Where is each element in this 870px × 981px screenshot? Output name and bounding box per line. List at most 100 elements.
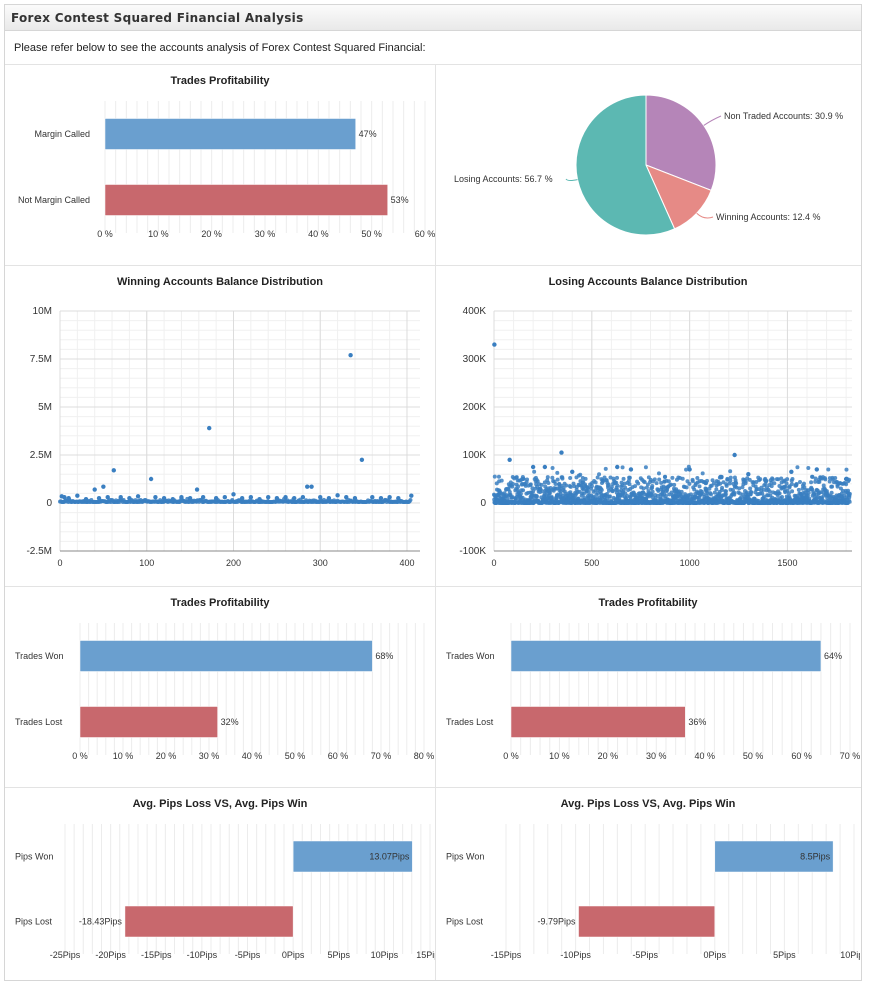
- data-point: [687, 481, 692, 486]
- x-tick-label: 1500: [777, 558, 797, 568]
- data-point: [492, 474, 497, 479]
- data-point: [531, 489, 536, 494]
- data-point: [728, 478, 733, 483]
- data-point: [820, 496, 825, 501]
- data-point: [153, 495, 158, 500]
- x-tick-label: 15Pips: [416, 950, 435, 960]
- data-point: [335, 493, 340, 498]
- data-point: [843, 476, 849, 482]
- data-point: [814, 467, 819, 472]
- data-point: [718, 481, 723, 486]
- data-point: [593, 488, 598, 493]
- panel-title: Forex Contest Squared Financial Analysis: [5, 5, 861, 31]
- data-point: [644, 485, 649, 490]
- data-point: [797, 479, 802, 484]
- data-point: [305, 484, 310, 489]
- data-point: [559, 450, 564, 455]
- x-tick-label: 20 %: [156, 751, 177, 761]
- data-point: [805, 493, 810, 498]
- data-point: [705, 478, 710, 483]
- data-point: [607, 494, 612, 499]
- data-label: 47%: [359, 129, 377, 139]
- data-point: [737, 486, 742, 491]
- data-point: [528, 482, 533, 487]
- data-point: [847, 499, 852, 504]
- data-point: [194, 487, 200, 492]
- y-tick-label: 0: [46, 498, 52, 509]
- x-tick-label: 0: [57, 558, 62, 568]
- data-point: [656, 488, 661, 493]
- data-point: [292, 496, 297, 501]
- x-tick-label: 10 %: [549, 751, 570, 761]
- data-point: [779, 494, 784, 499]
- data-point: [789, 469, 794, 474]
- data-point: [300, 495, 306, 500]
- data-point: [409, 493, 414, 498]
- y-tick-label: 0: [480, 498, 486, 509]
- bar: [578, 905, 716, 938]
- data-point: [670, 475, 675, 480]
- data-point: [135, 494, 141, 499]
- data-point: [796, 487, 801, 492]
- data-point: [589, 484, 594, 489]
- chart-cell-pips-2: Avg. Pips Loss VS, Avg. Pips Win -15Pips -…: [436, 788, 861, 980]
- y-tick-label: 2.5M: [30, 450, 52, 461]
- bar: [124, 905, 294, 938]
- category-label: Pips Won: [15, 852, 53, 862]
- data-point: [641, 486, 646, 491]
- losing-balance-chart: Losing Accounts Balance Distribution 0 500…: [459, 276, 852, 568]
- x-tick-label: 100: [139, 558, 154, 568]
- data-point: [813, 476, 818, 481]
- data-point: [758, 477, 763, 482]
- x-tick-label: 70 %: [840, 751, 860, 761]
- chart-title: Losing Accounts Balance Distribution: [549, 276, 748, 288]
- data-point: [265, 495, 271, 500]
- data-point: [813, 479, 818, 484]
- data-label: -9.79Pips: [537, 917, 576, 927]
- data-point: [283, 495, 288, 500]
- data-point: [603, 466, 608, 471]
- data-point: [743, 479, 748, 484]
- data-point: [732, 492, 737, 497]
- data-point: [764, 478, 769, 483]
- x-tick-label: 1000: [680, 558, 700, 568]
- data-point: [770, 477, 775, 482]
- chart-title: Avg. Pips Loss VS, Avg. Pips Win: [133, 798, 308, 810]
- data-point: [547, 489, 552, 494]
- data-point: [105, 495, 110, 500]
- data-point: [663, 474, 668, 479]
- data-point: [705, 490, 710, 495]
- x-tick-label: 200: [226, 558, 241, 568]
- data-point: [83, 496, 89, 502]
- data-point: [749, 490, 754, 495]
- data-point: [348, 352, 353, 358]
- data-point: [606, 485, 611, 490]
- data-point: [568, 484, 573, 489]
- data-point: [586, 490, 591, 495]
- data-point: [499, 478, 504, 483]
- category-label: Pips Lost: [446, 917, 484, 927]
- pips-chart-2: Avg. Pips Loss VS, Avg. Pips Win -15Pips -…: [446, 798, 860, 960]
- data-point: [564, 483, 569, 488]
- data-point: [496, 474, 501, 479]
- data-point: [505, 496, 510, 501]
- data-point: [846, 488, 851, 493]
- data-point: [801, 481, 806, 486]
- data-point: [352, 496, 358, 501]
- data-point: [761, 494, 766, 499]
- bar: [79, 706, 218, 738]
- data-point: [595, 475, 600, 480]
- data-point: [593, 480, 598, 485]
- category-label: Pips Won: [446, 852, 484, 862]
- chart-title: Trades Profitability: [598, 597, 698, 609]
- chart-cell-accounts-pie: Non Traded Accounts: 30.9 % Winning Accou…: [436, 65, 861, 266]
- data-point: [712, 490, 717, 495]
- trades-profitability-chart-1: Trades Profitability 0 % 10 % 20 % 30 % 40 % 5…: [15, 597, 434, 761]
- data-point: [748, 486, 753, 491]
- data-point: [359, 457, 365, 462]
- data-point: [514, 475, 519, 480]
- data-point: [830, 484, 835, 489]
- chart-cell-trades-2: Trades Profitability 0 % 10 % 20 % 30 % 40 % 5…: [436, 587, 861, 788]
- pie-slice: [645, 94, 717, 192]
- x-tick-label: 10 %: [148, 229, 169, 239]
